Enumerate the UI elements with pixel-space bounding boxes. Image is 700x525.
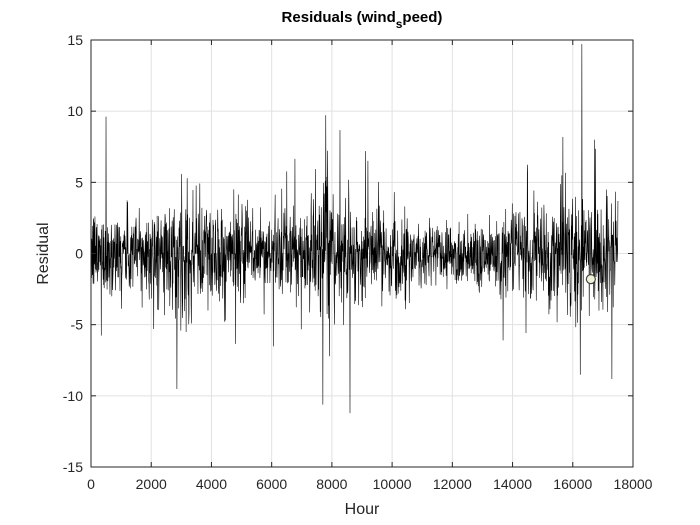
x-tick-label: 10000 [373, 476, 412, 492]
x-axis-label: Hour [345, 501, 380, 518]
residual-line [90, 43, 619, 414]
chart-title-subscript: s [396, 17, 403, 31]
y-tick-label: -10 [63, 388, 83, 404]
x-tick-label: 14000 [493, 476, 532, 492]
x-tick-label: 0 [87, 476, 95, 492]
y-tick-label: -15 [63, 459, 83, 475]
x-tick-label: 8000 [316, 476, 347, 492]
y-tick-label: -5 [71, 317, 84, 333]
x-tick-label: 16000 [553, 476, 592, 492]
highlight-marker [585, 274, 596, 285]
chart-title: Residuals (windspeed) [282, 9, 443, 31]
x-tick-label: 6000 [256, 476, 287, 492]
marker-layer [585, 274, 596, 285]
chart-title-prefix: Residuals (wind [282, 9, 396, 26]
x-tick-label: 12000 [433, 476, 472, 492]
chart-title-suffix: peed) [402, 9, 442, 26]
y-axis-label: Residual [35, 222, 52, 284]
residual-series [90, 43, 619, 414]
y-tick-label: 0 [75, 246, 83, 262]
y-tick-label: 5 [75, 174, 83, 190]
y-axis-ticks: 15 10 5 0 -5 -10 -15 [63, 32, 633, 475]
x-axis-ticks: 0 2000 4000 6000 8000 10000 12000 14000 16000 180… [87, 40, 653, 492]
x-tick-label: 18000 [614, 476, 653, 492]
x-tick-label: 2000 [136, 476, 167, 492]
x-tick-label: 4000 [196, 476, 227, 492]
y-tick-label: 10 [67, 103, 83, 119]
y-tick-label: 15 [67, 32, 83, 48]
